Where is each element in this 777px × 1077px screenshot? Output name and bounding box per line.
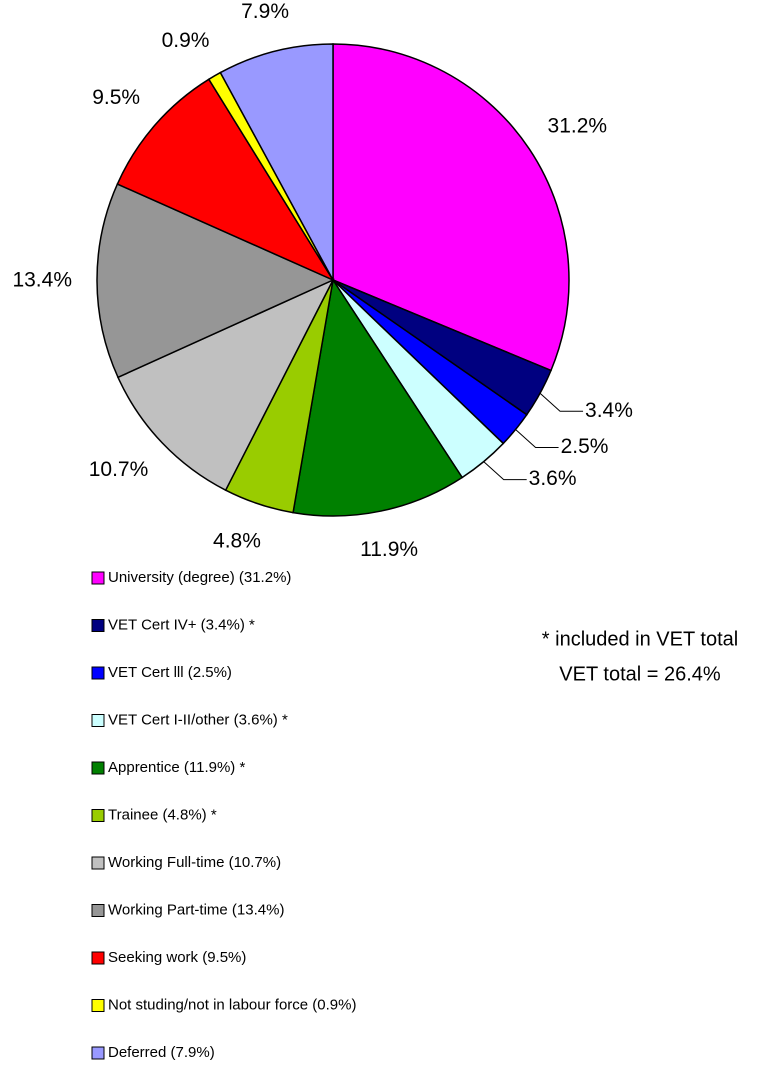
data-label: 2.5%: [561, 435, 609, 458]
legend-swatch: [91, 1046, 105, 1060]
pie-slice: [96, 183, 335, 379]
data-label: 3.6%: [529, 467, 577, 490]
data-label: 7.9%: [241, 0, 289, 23]
data-label: 31.2%: [548, 114, 608, 137]
legend-swatch: [91, 951, 105, 965]
legend-swatch: [91, 761, 105, 775]
leader-line: [539, 392, 584, 412]
data-label: 0.9%: [162, 29, 210, 52]
annotation: VET total = 26.4%: [559, 663, 721, 685]
legend-label: VET Cert lll (2.5%): [108, 664, 232, 681]
pie-slice: [116, 78, 335, 282]
legend-swatch: [91, 809, 105, 822]
legend-swatch: [91, 856, 105, 870]
data-label: 10.7%: [89, 458, 149, 481]
legend-label: Apprentice (11.9%) *: [108, 759, 245, 776]
data-label: 4.8%: [213, 529, 261, 552]
data-label: 9.5%: [92, 86, 140, 109]
leader-line: [483, 461, 527, 481]
legend-swatch: [91, 666, 105, 680]
legend-label: Deferred (7.9%): [108, 1044, 215, 1061]
annotation: * included in VET total: [542, 628, 738, 650]
legend-swatch: [91, 999, 105, 1012]
pie-slice: [219, 43, 334, 281]
legend-label: University (degree) (31.2%): [108, 569, 291, 586]
legend-label: Seeking work (9.5%): [108, 949, 246, 966]
leader-line: [515, 429, 559, 449]
legend-label: VET Cert I-II/other (3.6%) *: [108, 711, 288, 728]
pie-slice: [116, 278, 335, 492]
legend-label: Working Full-time (10.7%): [108, 854, 281, 871]
data-label: 11.9%: [360, 538, 418, 561]
pie-slice: [332, 43, 570, 372]
legend-swatch: [91, 619, 105, 632]
legend-label: Not studing/not in labour force (0.9%): [108, 996, 356, 1013]
data-label: 13.4%: [12, 268, 72, 291]
legend-swatch: [91, 571, 105, 585]
pie-slice: [292, 277, 464, 517]
legend-label: VET Cert IV+ (3.4%) *: [108, 616, 255, 633]
legend-swatch: [91, 904, 105, 917]
legend-label: Trainee (4.8%) *: [108, 806, 217, 823]
data-label: 3.4%: [585, 399, 633, 422]
legend-label: Working Part-time (13.4%): [108, 901, 284, 918]
legend-swatch: [91, 714, 105, 727]
